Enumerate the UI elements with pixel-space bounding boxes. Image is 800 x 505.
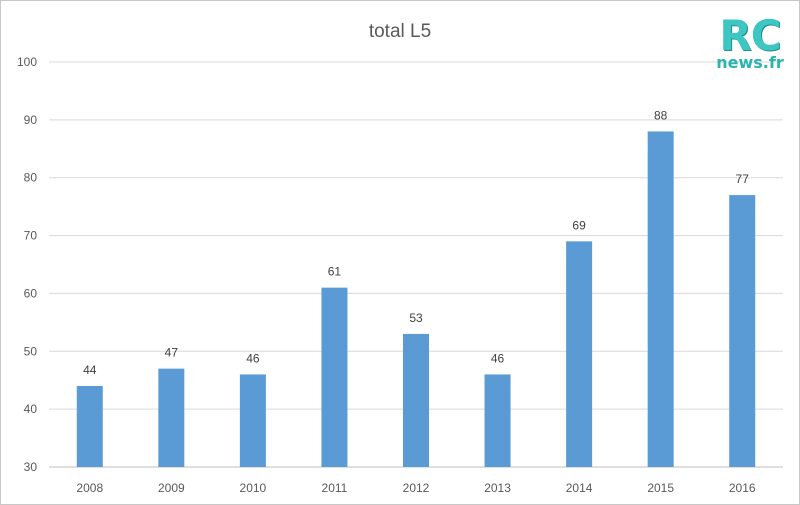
x-tick-label-2009: 2009 bbox=[158, 481, 185, 495]
bar-2011 bbox=[321, 287, 348, 467]
data-label-2012: 53 bbox=[409, 311, 423, 325]
y-tick-label: 30 bbox=[24, 460, 38, 474]
y-tick-label: 60 bbox=[24, 286, 38, 300]
x-tick-label-2011: 2011 bbox=[322, 481, 348, 495]
x-tick-label-2014: 2014 bbox=[566, 481, 593, 495]
y-tick-label: 40 bbox=[24, 402, 38, 416]
data-labels: 44 47 46 61 53 46 69 88 77 bbox=[83, 108, 749, 377]
bar-2016 bbox=[729, 195, 756, 468]
x-tick-label-2008: 2008 bbox=[76, 481, 103, 495]
data-label-2011: 61 bbox=[328, 265, 342, 279]
rcnews-logo: RC news.fr bbox=[712, 11, 788, 73]
y-axis-ticks: 30 40 50 60 70 80 90 100 bbox=[17, 55, 37, 474]
data-label-2010: 46 bbox=[246, 351, 260, 365]
y-tick-label: 100 bbox=[17, 55, 37, 69]
data-label-2015: 88 bbox=[654, 108, 668, 122]
bar-2014 bbox=[566, 241, 593, 467]
x-tick-label-2016: 2016 bbox=[729, 481, 756, 495]
data-label-2013: 46 bbox=[491, 351, 505, 365]
x-tick-label-2015: 2015 bbox=[647, 481, 674, 495]
data-label-2014: 69 bbox=[572, 218, 586, 232]
bars bbox=[76, 131, 756, 468]
x-axis-ticks: 2008 2009 2010 2011 2012 2013 2014 2015 2016 bbox=[76, 481, 755, 495]
data-label-2016: 77 bbox=[736, 172, 750, 186]
bar-2008 bbox=[76, 386, 103, 467]
logo-news-text: news.fr bbox=[716, 53, 784, 72]
bar-2015 bbox=[647, 131, 674, 467]
data-label-2009: 47 bbox=[165, 346, 179, 360]
bar-2009 bbox=[158, 368, 185, 467]
y-tick-label: 70 bbox=[24, 229, 38, 243]
y-tick-label: 80 bbox=[24, 171, 38, 185]
chart-title: total L5 bbox=[369, 21, 431, 42]
x-tick-label-2010: 2010 bbox=[240, 481, 267, 495]
data-label-2008: 44 bbox=[83, 363, 97, 377]
bar-2013 bbox=[484, 374, 511, 467]
logo-rc-text: RC bbox=[719, 11, 781, 60]
x-tick-label-2013: 2013 bbox=[484, 481, 511, 495]
y-tick-label: 50 bbox=[24, 344, 38, 358]
y-tick-label: 90 bbox=[24, 113, 38, 127]
bar-2012 bbox=[403, 333, 429, 467]
x-tick-label-2012: 2012 bbox=[403, 481, 430, 495]
bar-2010 bbox=[239, 374, 266, 467]
